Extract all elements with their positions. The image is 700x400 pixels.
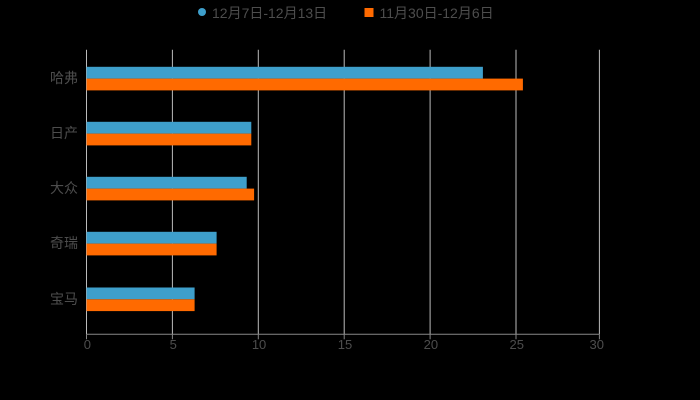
svg-text:0: 0 xyxy=(84,337,91,352)
svg-text:10: 10 xyxy=(252,337,266,352)
svg-text:日产: 日产 xyxy=(50,125,78,141)
svg-text:5: 5 xyxy=(170,337,177,352)
svg-text:11月30日-12月6日: 11月30日-12月6日 xyxy=(380,5,494,21)
svg-text:15: 15 xyxy=(338,337,352,352)
svg-text:25: 25 xyxy=(510,337,524,352)
svg-text:宝马: 宝马 xyxy=(50,291,78,307)
svg-text:20: 20 xyxy=(424,337,438,352)
svg-text:奇瑞: 奇瑞 xyxy=(50,235,78,251)
svg-text:哈弗: 哈弗 xyxy=(50,70,78,86)
svg-text:30: 30 xyxy=(590,337,604,352)
svg-text:12月7日-12月13日: 12月7日-12月13日 xyxy=(212,5,327,21)
svg-text:大众: 大众 xyxy=(50,180,78,196)
